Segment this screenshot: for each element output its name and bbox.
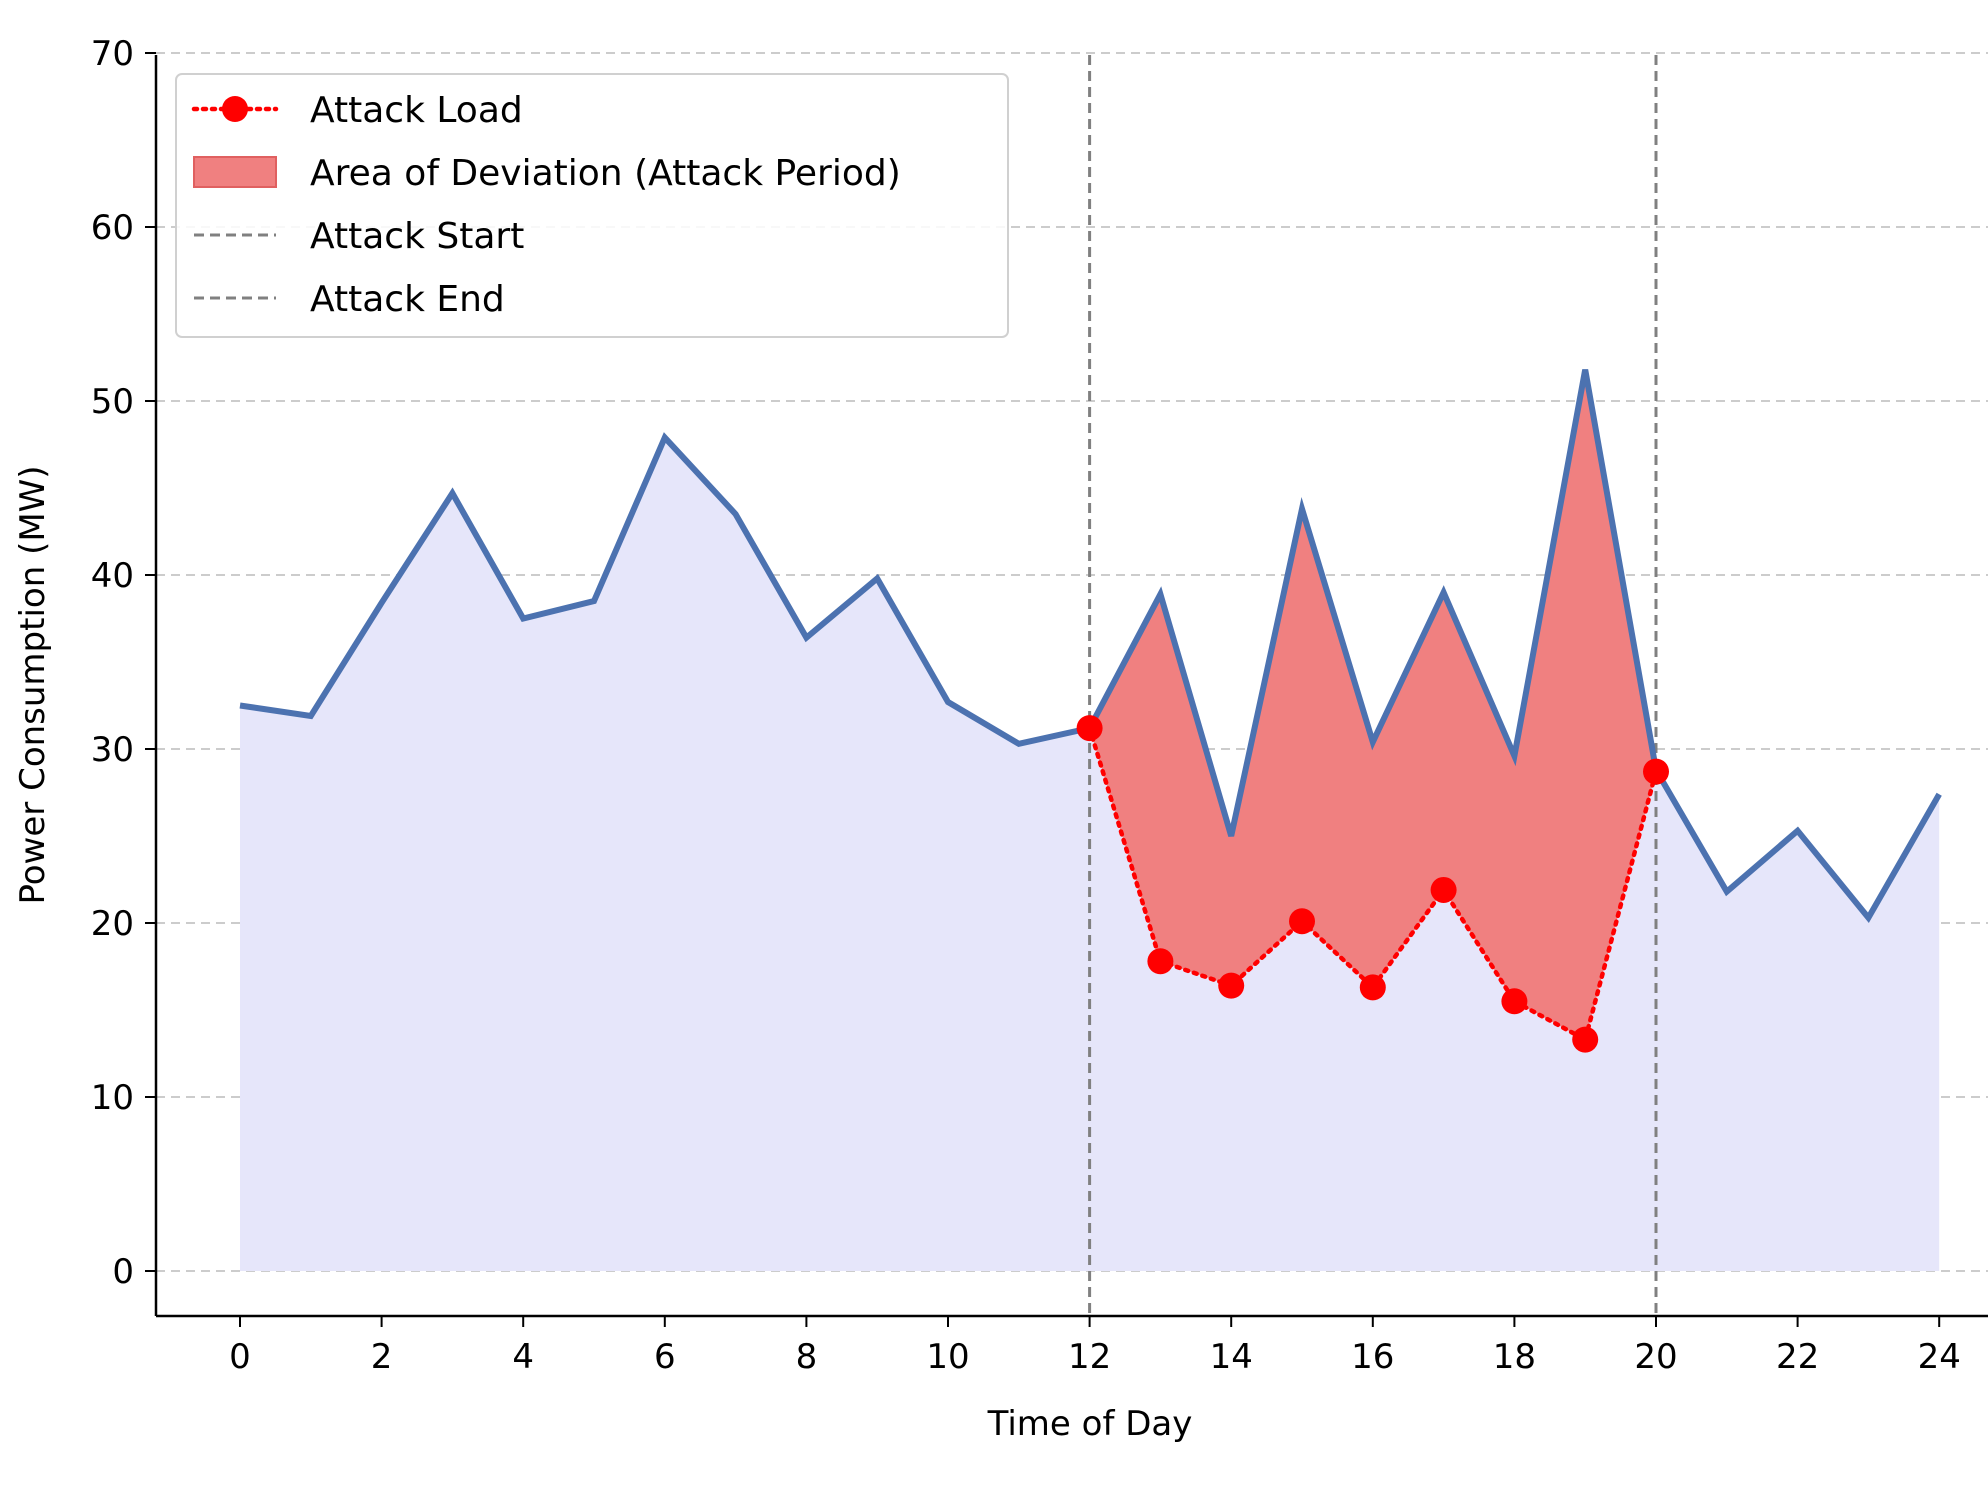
attack-load-point [1076,715,1103,742]
y-tick-label: 10 [91,1078,134,1118]
axes [145,52,1988,1327]
series-lines [239,369,1942,1053]
attack-load-point [1501,988,1528,1015]
attack-load-point [1359,974,1386,1001]
x-tick-label: 6 [654,1337,676,1377]
legend-symbol-deviation-patch [193,156,277,188]
x-tick-label: 12 [1068,1337,1111,1377]
attack-load-point [1430,876,1457,903]
area-fills [240,369,1940,1271]
x-tick-label: 8 [796,1337,818,1377]
attack-markers [1088,55,1658,1316]
x-tick-label: 20 [1634,1337,1677,1377]
y-tick-label: 0 [112,1252,134,1292]
legend-symbols [191,96,279,300]
y-tick-label: 60 [91,208,134,248]
legend-label-attack-start: Attack Start [310,216,524,257]
attack-load-point [1218,972,1245,999]
x-tick-label: 14 [1210,1337,1253,1377]
x-tick-label: 10 [926,1337,969,1377]
x-axis-title: Time of Day [987,1404,1193,1444]
legend-label-attack-end: Attack End [310,279,505,320]
attack-load-point [1289,908,1315,935]
y-tick-label: 40 [91,556,134,596]
attack-load-point [1643,758,1669,785]
y-tick-label: 30 [91,730,134,770]
legend-label-area-of-deviation: Area of Deviation (Attack Period) [310,153,901,194]
attack-load-point [1572,1026,1599,1053]
x-tick-label: 0 [229,1337,251,1377]
y-tick-label: 20 [91,904,134,944]
attack-load-point [1147,948,1174,975]
legend-symbol-attack-load-marker [222,96,248,122]
x-tick-label: 4 [512,1337,534,1377]
x-tick-label: 16 [1351,1337,1394,1377]
baseline-area-fill [240,369,1940,1271]
x-tick-label: 22 [1776,1337,1819,1377]
legend-label-attack-load: Attack Load [310,90,523,131]
deviation-area-fill [1089,369,1656,1040]
x-tick-label: 2 [371,1337,393,1377]
legend: Attack Load Area of Deviation (Attack Pe… [175,73,1009,338]
legend-box [175,73,1009,338]
y-tick-label: 70 [91,34,134,74]
x-tick-label: 24 [1918,1337,1961,1377]
x-tick-label: 18 [1493,1337,1536,1377]
y-tick-label: 50 [91,382,134,422]
y-axis-title: Power Consumption (MW) [13,465,53,904]
